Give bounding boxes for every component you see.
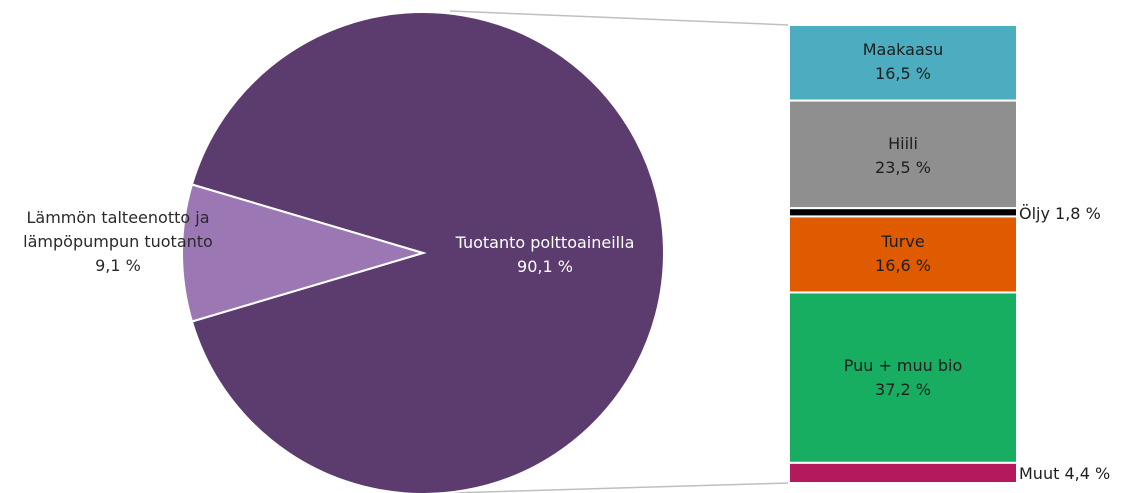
bar-label-hiili-name: Hiili [888, 134, 918, 153]
bar-segment-puu-muu-bio [788, 291, 1018, 464]
bar-label-muut-outside: Muut 4,4 % [1019, 464, 1111, 483]
stacked-bar [788, 24, 1018, 484]
bar-segment-turve [788, 215, 1018, 294]
bar-label-oljy-outside: Öljy 1,8 % [1019, 204, 1101, 223]
pie-label-fuel-production-name: Tuotanto polttoaineilla [455, 233, 635, 252]
bar-segment-muut [788, 461, 1018, 484]
connector-line-top [449, 10, 790, 26]
pie-slice-fuel-production [190, 11, 665, 493]
bar-label-hiili-value: 23,5 % [875, 158, 931, 177]
bar-label-puu-muu-bio-value: 37,2 % [875, 380, 931, 399]
bar-label-maakaasu: Maakaasu 16,5 % [790, 38, 1016, 86]
connector-line-bottom [449, 482, 790, 493]
bar-label-turve-name: Turve [881, 232, 925, 251]
bar-label-turve-value: 16,6 % [875, 256, 931, 275]
pie-label-heat-recovery-value: 9,1 % [95, 256, 141, 275]
pie-label-fuel-production: Tuotanto polttoaineilla 90,1 % [400, 231, 690, 279]
pie-chart [181, 11, 665, 493]
pie-label-heat-recovery: Lämmön talteenotto ja lämpöpumpun tuotan… [0, 206, 236, 278]
bar-segment-öljy [788, 207, 1018, 218]
pie-label-fuel-production-value: 90,1 % [517, 257, 573, 276]
bar-label-maakaasu-name: Maakaasu [862, 40, 944, 59]
pie-slice-heat-recovery [181, 183, 427, 323]
bar-label-maakaasu-value: 16,5 % [875, 64, 931, 83]
pie-label-heat-recovery-line-2: lämpöpumpun tuotanto [23, 232, 213, 251]
bar-label-hiili: Hiili 23,5 % [790, 132, 1016, 180]
bar-label-puu-muu-bio: Puu + muu bio 37,2 % [790, 354, 1016, 402]
bar-segment-hiili [788, 99, 1018, 210]
bar-label-turve: Turve 16,6 % [790, 230, 1016, 278]
bar-segment-maakaasu [788, 24, 1018, 102]
bar-label-puu-muu-bio-name: Puu + muu bio [843, 356, 963, 375]
connector-lines [449, 10, 790, 493]
pie-label-heat-recovery-line-1: Lämmön talteenotto ja [26, 208, 210, 227]
